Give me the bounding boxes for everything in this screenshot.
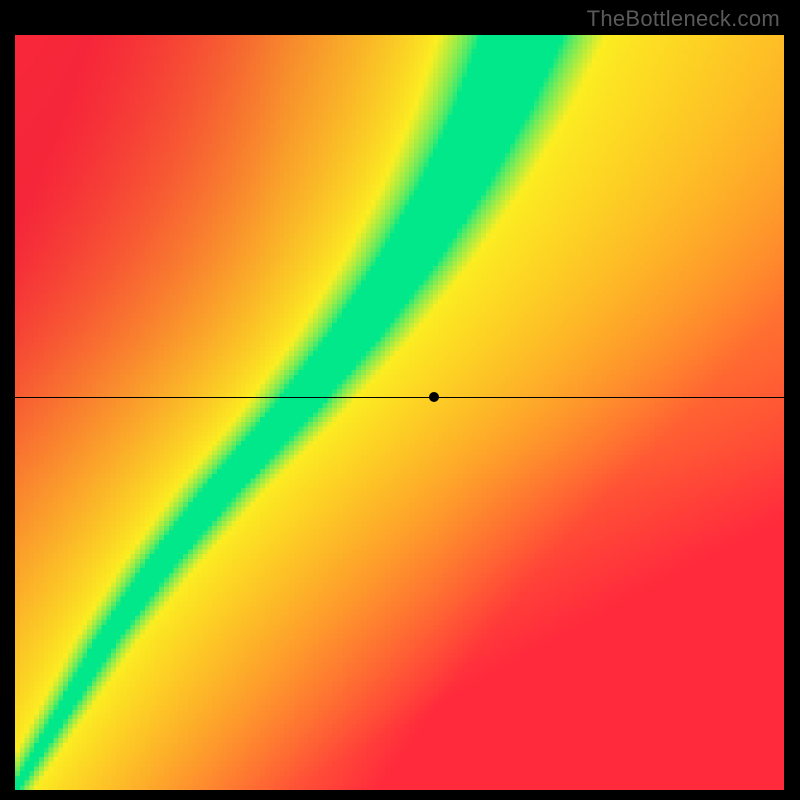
heatmap-canvas [15, 35, 784, 790]
data-point-marker [429, 392, 439, 402]
crosshair-vertical [434, 790, 435, 800]
watermark-text: TheBottleneck.com [587, 6, 780, 32]
crosshair-horizontal [15, 397, 784, 398]
heatmap-plot [15, 35, 784, 790]
